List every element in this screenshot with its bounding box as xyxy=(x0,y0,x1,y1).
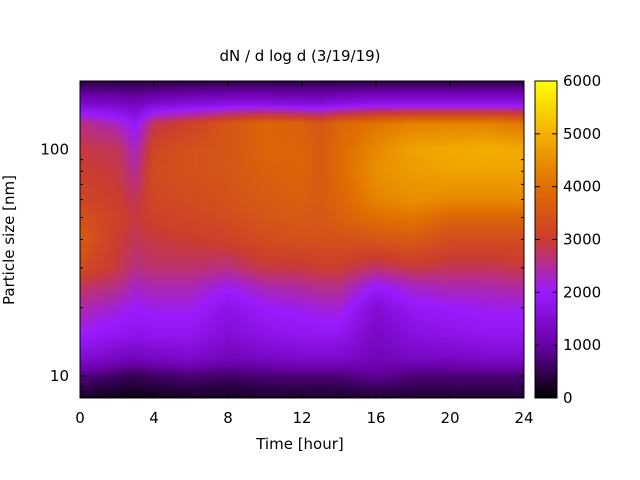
heatmap-image xyxy=(80,81,524,398)
chart-title: dN / d log d (3/19/19) xyxy=(219,47,380,65)
y-tick-label: 100 xyxy=(40,140,69,158)
y-axis: 10 100 xyxy=(40,80,524,399)
x-tick-label: 20 xyxy=(440,409,459,427)
y-tick-label: 10 xyxy=(50,367,69,385)
colorbar-tick-label: 4000 xyxy=(563,178,601,196)
colorbar-gradient xyxy=(535,81,557,398)
x-axis: 0 4 8 12 16 20 24 xyxy=(75,81,534,427)
colorbar: 0 1000 2000 3000 4000 5000 6000 xyxy=(534,72,601,407)
colorbar-tick-label: 6000 xyxy=(563,72,601,90)
x-tick-label: 8 xyxy=(223,409,233,427)
colorbar-tick-label: 3000 xyxy=(563,231,601,249)
x-tick-label: 4 xyxy=(149,409,159,427)
y-axis-label: Particle size [nm] xyxy=(0,175,18,305)
x-tick-label: 0 xyxy=(75,409,85,427)
colorbar-tick-label: 1000 xyxy=(563,336,601,354)
colorbar-tick-label: 0 xyxy=(563,389,573,407)
colorbar-tick-label: 2000 xyxy=(563,283,601,301)
colorbar-tick-label: 5000 xyxy=(563,125,601,143)
x-tick-label: 16 xyxy=(366,409,385,427)
x-tick-label: 12 xyxy=(292,409,311,427)
x-axis-label: Time [hour] xyxy=(255,435,344,453)
heatmap-area xyxy=(79,80,525,399)
colorbar-ticks: 0 1000 2000 3000 4000 5000 6000 xyxy=(535,72,601,407)
x-tick-label: 24 xyxy=(514,409,533,427)
